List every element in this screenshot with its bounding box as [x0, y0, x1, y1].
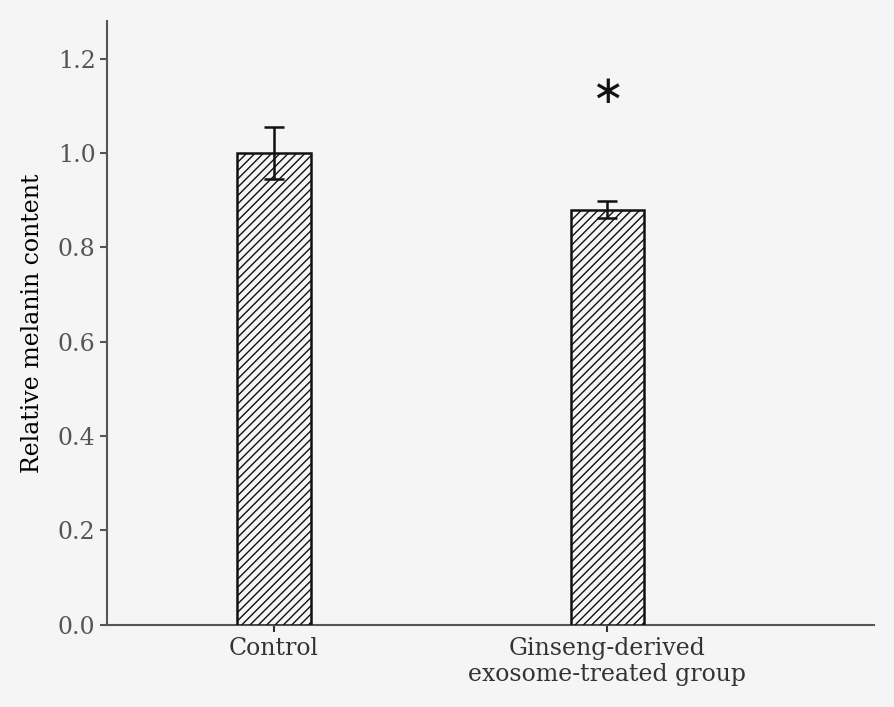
Text: ∗: ∗ [591, 73, 623, 110]
Bar [237, 153, 310, 625]
Bar [570, 209, 644, 625]
Y-axis label: Relative melanin content: Relative melanin content [21, 173, 44, 472]
